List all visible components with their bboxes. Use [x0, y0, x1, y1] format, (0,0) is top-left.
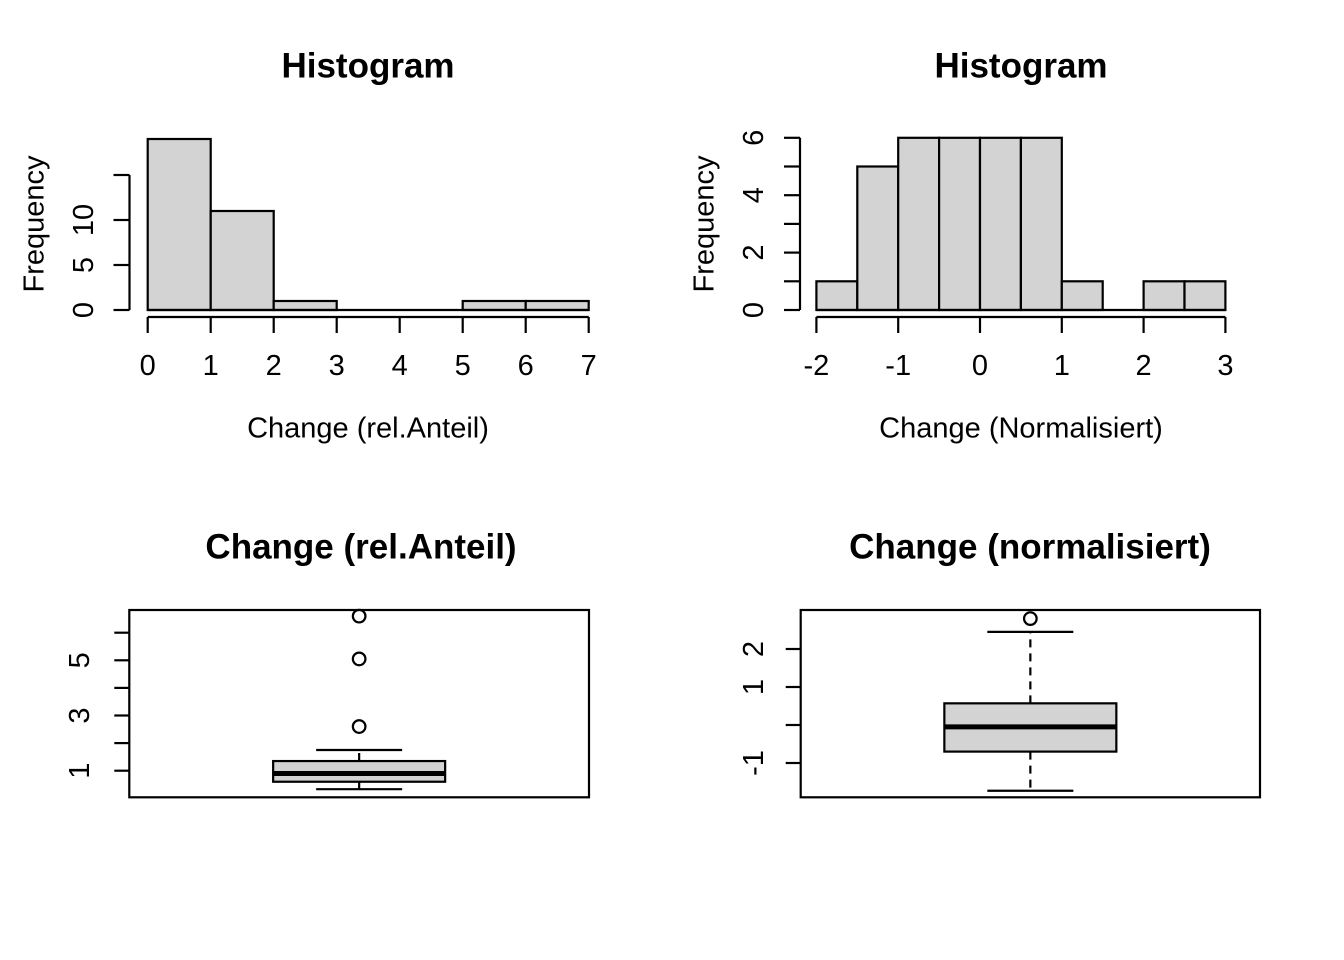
histogram-bar	[146, 137, 212, 312]
y-tick-label: 2	[738, 641, 770, 657]
x-tick-label: 2	[266, 350, 282, 382]
histogram-bar	[461, 299, 527, 312]
histogram-bar	[272, 299, 338, 312]
x-tick-label: 1	[203, 350, 219, 382]
x-tick-label: 5	[455, 350, 471, 382]
histogram-bar	[209, 209, 275, 312]
y-tick-label: -1	[738, 750, 770, 776]
histogram-bar	[1019, 136, 1063, 312]
y-tick-label: 4	[738, 187, 770, 203]
histogram-bar	[524, 299, 590, 312]
x-tick-label: 0	[972, 350, 988, 382]
x-tick-label: -1	[885, 350, 911, 382]
x-tick-label: 7	[581, 350, 597, 382]
outlier-point	[351, 719, 367, 734]
hist-rel-xlabel: Change (rel.Anteil)	[247, 412, 489, 445]
histogram-bar	[978, 136, 1023, 312]
x-tick-label: 6	[518, 350, 534, 382]
histogram-bar	[856, 165, 900, 312]
histogram-bar	[937, 136, 982, 312]
y-tick-label: 3	[64, 707, 96, 723]
histogram-bar	[897, 136, 941, 312]
x-tick-label: 0	[140, 350, 156, 382]
outlier-point	[1022, 611, 1038, 626]
y-tick-label: 0	[738, 302, 770, 318]
y-tick-label: 0	[68, 302, 100, 318]
x-tick-label: 3	[1217, 350, 1233, 382]
box-norm-title: Change (normalisiert)	[849, 527, 1211, 567]
histogram-bar	[1142, 280, 1186, 312]
outlier-point	[351, 608, 367, 624]
y-tick-label: 6	[738, 130, 770, 146]
y-tick-label: 1	[738, 679, 770, 695]
y-tick-label: 2	[738, 245, 770, 261]
y-tick-label: 5	[64, 652, 96, 668]
box-rel-title: Change (rel.Anteil)	[205, 527, 517, 567]
y-tick-label: 5	[68, 257, 100, 273]
x-tick-label: 3	[329, 350, 345, 382]
hist-norm-ylabel: Frequency	[688, 155, 721, 293]
x-tick-label: -2	[804, 350, 830, 382]
x-tick-label: 1	[1054, 350, 1070, 382]
histogram-bar	[815, 280, 859, 312]
histogram-bar	[1060, 280, 1104, 312]
hist-norm-xlabel: Change (Normalisiert)	[879, 412, 1163, 445]
y-tick-label: 1	[64, 763, 96, 779]
outlier-point	[351, 651, 367, 667]
plot-frame	[799, 608, 1262, 799]
hist-norm-title: Histogram	[934, 46, 1108, 86]
y-tick-label: 10	[68, 204, 100, 236]
histogram-bar	[1183, 280, 1227, 312]
hist-rel-ylabel: Frequency	[18, 155, 51, 293]
hist-rel-title: Histogram	[281, 46, 455, 86]
x-tick-label: 4	[392, 350, 408, 382]
x-tick-label: 2	[1136, 350, 1152, 382]
